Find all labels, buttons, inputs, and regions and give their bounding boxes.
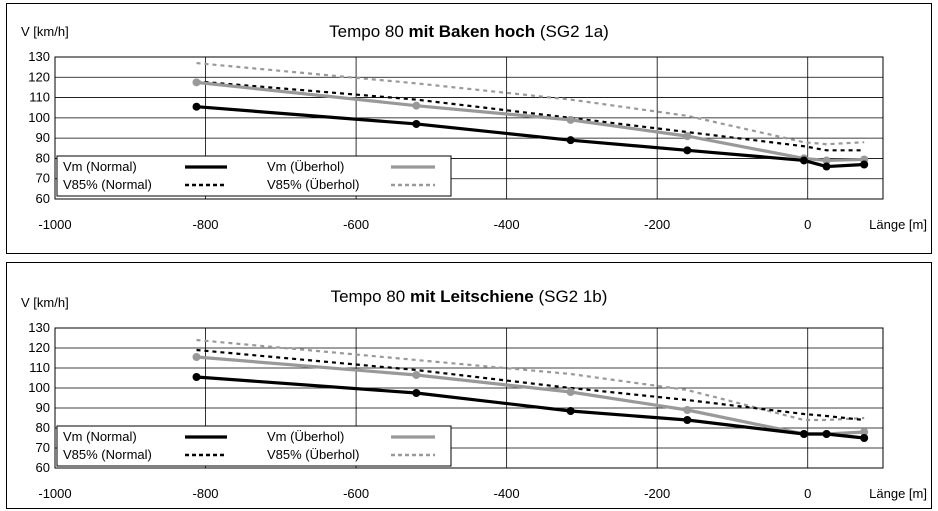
x-tick-label: -200 — [644, 217, 670, 232]
legend-label: Vm (Normal) — [63, 429, 137, 444]
y-tick-label: 130 — [28, 49, 50, 64]
y-axis-label: V [km/h] — [21, 24, 69, 39]
x-tick-label: -600 — [343, 486, 369, 501]
x-tick-label: 0 — [804, 217, 811, 232]
x-tick-label: -600 — [343, 217, 369, 232]
y-tick-label: 90 — [36, 400, 50, 415]
chart-baken: Tempo 80 mit Baken hoch (SG2 1a) V [km/h]… — [21, 22, 927, 232]
plot-area — [54, 56, 884, 200]
data-point — [822, 430, 831, 438]
chart-title: Tempo 80 mit Leitschiene (SG2 1b) — [331, 287, 608, 306]
legend-box — [56, 425, 452, 467]
data-point — [192, 78, 201, 87]
series-line-2 — [196, 355, 865, 436]
series-line-3 — [196, 80, 865, 152]
y-tick-label: 70 — [36, 440, 50, 455]
x-tick-label: -1000 — [38, 217, 71, 232]
data-point — [860, 160, 869, 169]
legend-label: V85% (Normal) — [63, 177, 152, 192]
data-point — [412, 101, 421, 110]
data-point — [566, 407, 575, 415]
x-axis-label: Länge [m] — [869, 486, 927, 501]
y-tick-label: 70 — [36, 171, 50, 186]
title-bold-part: mit Leitschiene — [410, 287, 534, 306]
x-tick-label: -400 — [494, 486, 520, 501]
data-point — [683, 406, 692, 414]
legend-label: V85% (Normal) — [63, 447, 152, 462]
x-tick-label: 0 — [804, 486, 811, 501]
y-tick-label: 110 — [29, 360, 50, 375]
data-point — [566, 388, 575, 396]
x-tick-label: -1000 — [38, 486, 71, 501]
data-point — [799, 156, 808, 165]
chart-title: Tempo 80 mit Baken hoch (SG2 1a) — [329, 22, 609, 41]
y-tick-label: 120 — [28, 340, 50, 355]
legend-label: Vm (Normal) — [63, 159, 137, 174]
x-tick-label: -200 — [644, 486, 670, 501]
title-bold-part: mit Baken hoch — [409, 22, 536, 41]
x-tick-label: -800 — [193, 217, 219, 232]
data-point — [683, 146, 692, 155]
y-tick-label: 110 — [29, 90, 50, 105]
data-point — [412, 371, 421, 379]
x-axis-label: Länge [m] — [869, 217, 927, 232]
y-tick-label: 100 — [28, 380, 50, 395]
y-tick-label: 130 — [28, 320, 50, 335]
data-point — [566, 136, 575, 145]
y-tick-label: 80 — [36, 420, 50, 435]
x-tick-label: -800 — [193, 486, 219, 501]
data-point — [822, 156, 831, 165]
data-point — [566, 115, 575, 124]
title-suffix-part: (SG2 1a) — [535, 22, 609, 41]
title-part: Tempo 80 — [329, 22, 408, 41]
data-point — [683, 416, 692, 424]
y-axis-label: V [km/h] — [21, 295, 69, 310]
chart-leitschiene: Tempo 80 mit Leitschiene (SG2 1b) V [km/h… — [21, 287, 927, 501]
data-point — [192, 353, 201, 361]
data-point — [192, 102, 201, 111]
series-line-3 — [196, 348, 865, 422]
y-tick-label: 60 — [36, 460, 50, 475]
y-tick-label: 80 — [36, 150, 50, 165]
y-tick-label: 90 — [36, 130, 50, 145]
plot-area — [54, 327, 884, 469]
y-tick-label: 120 — [28, 69, 50, 84]
chart-panel-baken: Tempo 80 mit Baken hoch (SG2 1a) V [km/h]… — [6, 3, 932, 254]
y-tick-label: 100 — [28, 110, 50, 125]
legend-label: V85% (Überhol) — [267, 177, 360, 192]
legend-label: Vm (Überhol) — [267, 429, 344, 444]
title-suffix-part: (SG2 1b) — [534, 287, 608, 306]
data-point — [192, 373, 201, 381]
series-line-4 — [196, 61, 865, 146]
legend-label: V85% (Überhol) — [267, 447, 360, 462]
x-tick-label: -400 — [494, 217, 520, 232]
data-point — [860, 434, 869, 442]
y-tick-label: 60 — [36, 191, 50, 206]
legend-label: Vm (Überhol) — [267, 159, 344, 174]
title-part: Tempo 80 — [331, 287, 410, 306]
data-point — [412, 389, 421, 397]
chart-panel-leitschiene: Tempo 80 mit Leitschiene (SG2 1b) V [km/h… — [6, 262, 932, 509]
data-point — [412, 119, 421, 128]
data-point — [822, 162, 831, 171]
data-point — [860, 428, 869, 436]
data-point — [799, 430, 808, 438]
legend-box — [56, 155, 452, 197]
series-line-2 — [196, 80, 865, 163]
data-point — [683, 132, 692, 141]
